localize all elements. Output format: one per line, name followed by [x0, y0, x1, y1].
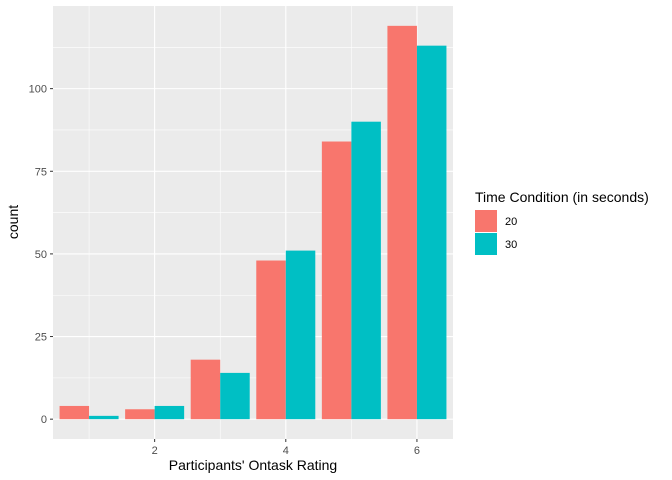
x-tick-label: 2 [152, 445, 158, 457]
bar-series-20-x-2 [125, 409, 155, 420]
legend-label-20: 20 [505, 216, 517, 228]
y-tick-label: 50 [35, 249, 47, 261]
bar-series-30-x-5 [351, 121, 381, 420]
panel-background [53, 6, 453, 439]
y-axis-title: count [5, 205, 21, 239]
legend-title: Time Condition (in seconds) [475, 189, 649, 205]
y-tick-label: 25 [35, 332, 47, 344]
y-axis: 0 25 50 75 100 [29, 84, 53, 426]
bar-series-20-x-5 [321, 141, 352, 420]
x-tick-label: 6 [414, 445, 420, 457]
legend-key-20 [475, 210, 497, 232]
bar-series-20-x-1 [59, 405, 90, 420]
legend-label-30: 30 [505, 239, 517, 251]
bar-series-30-x-2 [154, 405, 185, 420]
y-tick-label: 75 [35, 166, 47, 178]
bar-series-20-x-4 [256, 260, 286, 420]
bar-series-30-x-6 [416, 45, 447, 420]
bar-series-30-x-3 [220, 372, 250, 420]
x-axis: 2 4 6 [152, 439, 420, 457]
bars [59, 25, 447, 420]
x-tick-label: 4 [283, 445, 289, 457]
y-tick-label: 0 [41, 414, 47, 426]
x-axis-title: Participants' Ontask Rating [169, 457, 337, 473]
legend-key-30 [475, 233, 497, 255]
y-tick-label: 100 [29, 84, 47, 96]
bar-series-30-x-1 [89, 415, 119, 420]
bar-series-30-x-4 [285, 250, 316, 420]
bar-series-20-x-3 [190, 359, 221, 420]
bar-series-20-x-6 [387, 25, 417, 420]
